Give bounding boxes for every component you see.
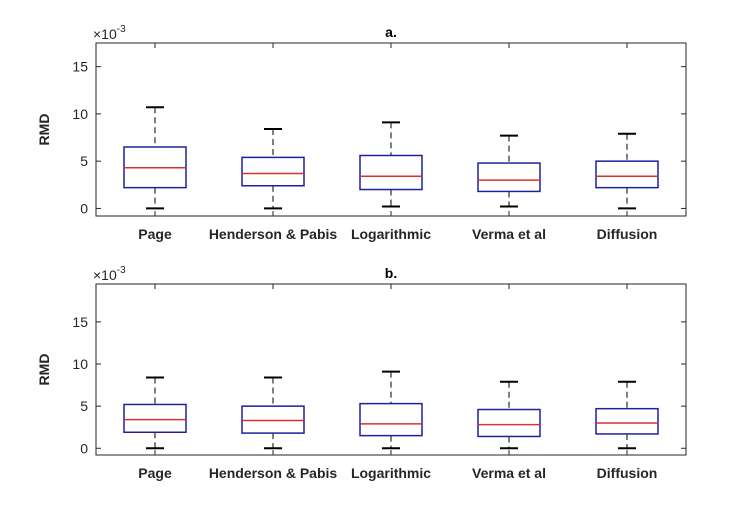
x-tick-label: Diffusion <box>597 226 658 242</box>
chart-title: a. <box>385 24 397 40</box>
box <box>359 154 423 191</box>
y-exponent-label: ×10-3 <box>93 265 126 283</box>
y-tick-label: 10 <box>72 356 88 372</box>
box <box>359 402 423 437</box>
box <box>241 405 305 434</box>
box <box>595 407 659 435</box>
x-tick-label: Diffusion <box>597 465 658 481</box>
y-exponent-base: ×10 <box>93 26 117 42</box>
y-tick-label: 15 <box>72 59 88 75</box>
axes-frame <box>95 283 687 456</box>
y-tick-label: 15 <box>72 314 88 330</box>
panel-b: 0 5 10 15 Page Henderson & Pabis Logarithmic Ve… <box>36 265 687 481</box>
y-tick-label: 0 <box>80 440 88 456</box>
y-exponent-label: ×10-3 <box>93 24 126 42</box>
x-tick-label: Page <box>138 465 172 481</box>
y-tick-label: 5 <box>80 398 88 414</box>
x-tick-label: Logarithmic <box>351 465 431 481</box>
x-tick-label: Page <box>138 226 172 242</box>
x-tick-label: Verma et al <box>472 226 546 242</box>
y-tick-label: 5 <box>80 153 88 169</box>
y-axis-label: RMD <box>36 114 52 146</box>
y-axis-label: RMD <box>36 354 52 386</box>
x-tick-label: Henderson & Pabis <box>209 226 338 242</box>
y-tick-label: 0 <box>80 200 88 216</box>
panel-a: 0 5 10 15 Page Henderson & Pabis Logarithmic Ve… <box>36 24 687 242</box>
box <box>477 408 541 438</box>
box <box>123 403 187 434</box>
box <box>241 156 305 187</box>
box <box>477 162 541 193</box>
y-exponent-base: ×10 <box>93 267 117 283</box>
y-exponent-power: -3 <box>117 24 126 35</box>
x-tick-label: Logarithmic <box>351 226 431 242</box>
axes-frame <box>95 42 687 217</box>
y-exponent-power: -3 <box>117 265 126 276</box>
box <box>595 160 659 189</box>
chart-title: b. <box>385 265 397 281</box>
x-tick-label: Henderson & Pabis <box>209 465 338 481</box>
y-tick-label: 10 <box>72 106 88 122</box>
x-tick-label: Verma et al <box>472 465 546 481</box>
